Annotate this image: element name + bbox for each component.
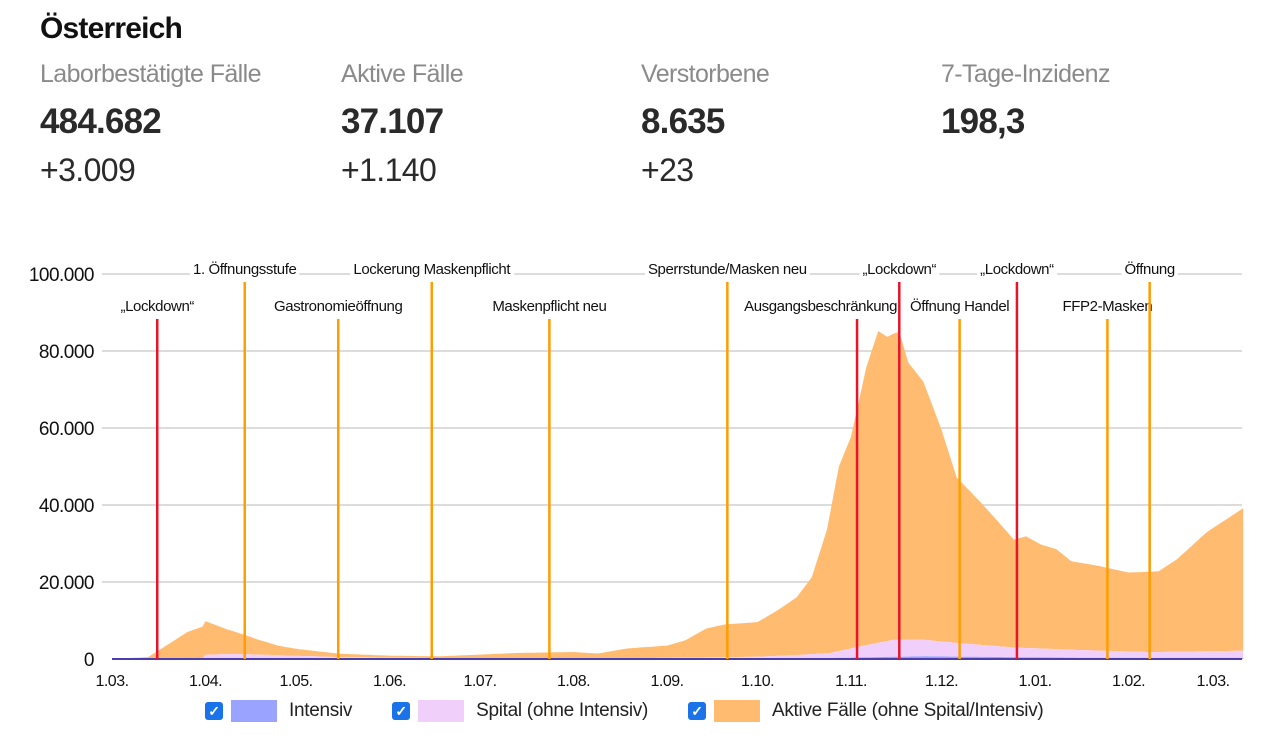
event-label-background [1059,297,1156,316]
event-label: Ausgangsbeschränkung [744,298,897,315]
event-label: 1. Öffnungsstufe [193,260,296,278]
x-tick-label: 1.09. [650,673,683,690]
stat-confirmed: Laborbestätigte Fälle 484.682 +3.009 [40,60,261,189]
event-label-background [1121,259,1178,279]
x-tick-label: 1.07. [463,673,496,690]
event-label: Lockerung Maskenpflicht [353,261,511,278]
event-label: Gastronomieöffnung [274,298,403,315]
stat-delta: +3.009 [40,152,136,188]
event-label: „Lockdown“ [980,261,1054,278]
checkbox-checked-icon[interactable]: ✓ [205,702,223,720]
legend-item-intensiv[interactable]: ✓ Intensiv [205,700,352,722]
event-label-background [190,259,300,279]
stat-label: Laborbestätigte Fälle [40,60,261,88]
event-label-background [741,297,901,316]
stat-incidence: 7-Tage-Inzidenz 198,3 [941,60,1110,152]
event-label: Öffnung Handel [910,297,1009,315]
event-label: „Lockdown“ [120,298,194,315]
y-tick-label: 100.000 [29,265,94,286]
legend-label: Spital (ohne Intensiv) [476,700,648,721]
legend-swatch [713,700,760,722]
stat-label: 7-Tage-Inzidenz [941,60,1110,88]
checkbox-checked-icon[interactable]: ✓ [392,702,411,720]
event-label-background [489,297,610,316]
stat-deaths: Verstorbene 8.635 +23 [641,60,770,189]
event-label: Sperrstunde/Masken neu [648,261,807,278]
x-tick-label: 1.03. [1196,673,1229,690]
y-tick-label: 80.000 [39,342,94,363]
legend-item-spital[interactable]: ✓ Spital (ohne Intensiv) [392,700,648,722]
legend-item-aktive[interactable]: ✓ Aktive Fälle (ohne Spital/Intensiv) [687,700,1044,722]
stat-value: 198,3 [941,102,1025,141]
event-label-background [644,260,810,279]
event-label-background [907,296,1013,316]
checkbox-checked-icon[interactable]: ✓ [687,702,706,720]
x-tick-label: 1.10. [741,673,774,690]
x-tick-label: 1.06. [373,673,406,690]
area-aktive [112,331,1244,659]
y-tick-label: 40.000 [39,496,94,517]
y-tick-label: 60.000 [39,419,94,440]
x-tick-label: 1.01. [1018,673,1051,690]
stat-value: 8.635 [641,102,725,141]
legend: ✓ Intensiv ✓ Spital (ohne Intensiv) ✓ Ak… [205,700,1083,722]
legend-label: Aktive Fälle (ohne Spital/Intensiv) [771,700,1044,721]
event-label: „Lockdown“ [863,261,937,278]
y-tick-label: 20.000 [39,573,94,594]
x-tick-label: 1.05. [279,673,312,690]
x-tick-label: 1.08. [557,673,590,690]
chart: 0 20.000 40.000 60.000 80.000 100.000 1.03. 1.0… [29,259,1244,690]
event-label-background [271,297,406,316]
x-tick-label: 1.02. [1112,673,1145,690]
stat-label: Verstorbene [641,60,770,88]
stat-active: Aktive Fälle 37.107 +1.140 [341,60,464,189]
x-tick-label: 1.04. [189,673,222,690]
legend-swatch [418,700,465,722]
event-label: Öffnung [1124,260,1174,278]
stat-value: 484.682 [40,102,162,141]
event-label: FFP2-Masken [1063,298,1153,315]
event-label-background [350,260,515,279]
x-tick-label: 1.03. [95,673,128,690]
x-tick-label: 1.11. [835,673,867,690]
event-label-background [117,297,198,316]
legend-swatch [231,700,277,722]
event-label-background [977,260,1058,279]
y-tick-label: 0 [84,650,94,671]
stat-delta: +1.140 [341,152,437,188]
event-label-background [859,260,940,279]
legend-label: Intensiv [289,700,353,721]
stat-label: Aktive Fälle [341,60,464,88]
stat-value: 37.107 [341,102,444,141]
x-tick-label: 1.12. [925,673,958,690]
page-title: Österreich [40,12,183,45]
stat-delta: +23 [641,152,694,188]
event-label: Maskenpflicht neu [492,298,606,315]
